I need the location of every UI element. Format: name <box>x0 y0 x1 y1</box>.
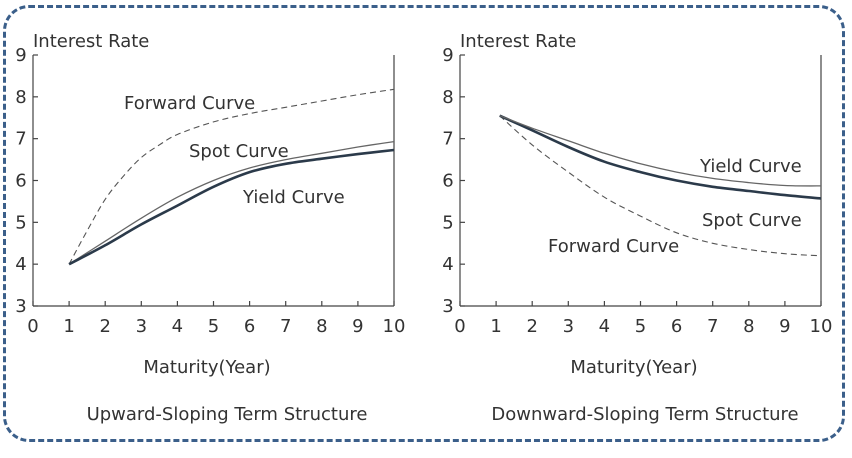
x-tick-label: 6 <box>671 316 682 337</box>
forward-curve-label: Forward Curve <box>548 236 679 257</box>
y-tick-label: 4 <box>15 254 26 275</box>
x-tick-label: 10 <box>383 316 406 337</box>
x-tick-label: 1 <box>63 316 74 337</box>
y-tick-label: 6 <box>442 171 453 192</box>
x-tick-label: 8 <box>316 316 327 337</box>
x-tick-label: 3 <box>563 316 574 337</box>
x-tick-label: 2 <box>99 316 110 337</box>
x-tick-label: 0 <box>454 316 465 337</box>
x-tick-label: 7 <box>280 316 291 337</box>
x-tick-label: 2 <box>526 316 537 337</box>
x-tick-label: 7 <box>707 316 718 337</box>
x-tick-label: 10 <box>810 316 833 337</box>
spot-curve-line <box>499 114 822 200</box>
x-tick-label: 3 <box>136 316 147 337</box>
spot-curve-label: Spot Curve <box>702 210 802 231</box>
x-tick-label: 4 <box>172 316 183 337</box>
x-tick-label: 5 <box>635 316 646 337</box>
y-axis-title: Interest Rate <box>33 31 149 52</box>
forward-curve-label: Forward Curve <box>124 93 255 114</box>
y-tick-label: 6 <box>15 171 26 192</box>
y-tick-label: 7 <box>442 129 453 150</box>
spot-curve-line <box>68 140 395 265</box>
yield-curve-label: Yield Curve <box>242 187 345 208</box>
y-tick-label: 9 <box>442 45 453 66</box>
x-tick-label: 8 <box>743 316 754 337</box>
forward-curve-line <box>68 88 395 265</box>
x-tick-label: 5 <box>208 316 219 337</box>
x-tick-label: 0 <box>27 316 38 337</box>
y-tick-label: 3 <box>15 296 26 317</box>
y-tick-label: 9 <box>15 45 26 66</box>
dashed-frame <box>3 5 845 442</box>
x-tick-label: 9 <box>352 316 363 337</box>
y-tick-label: 7 <box>15 129 26 150</box>
y-tick-label: 5 <box>442 212 453 233</box>
y-tick-label: 3 <box>442 296 453 317</box>
chart-caption: Upward-Sloping Term Structure <box>87 404 368 425</box>
yield-curve-line <box>499 115 822 187</box>
y-axis-title: Interest Rate <box>460 31 576 52</box>
x-axis-title: Maturity(Year) <box>570 357 697 378</box>
yield-curve-line <box>68 148 395 266</box>
chart-caption: Downward-Sloping Term Structure <box>491 404 798 425</box>
x-tick-label: 1 <box>490 316 501 337</box>
y-tick-label: 5 <box>15 212 26 233</box>
x-tick-label: 6 <box>244 316 255 337</box>
forward-curve-line <box>499 115 822 257</box>
x-tick-label: 4 <box>599 316 610 337</box>
y-tick-label: 4 <box>442 254 453 275</box>
spot-curve-label: Spot Curve <box>189 141 289 162</box>
y-tick-label: 8 <box>15 87 26 108</box>
y-tick-label: 8 <box>442 87 453 108</box>
x-tick-label: 9 <box>779 316 790 337</box>
x-axis-title: Maturity(Year) <box>143 357 270 378</box>
yield-curve-label: Yield Curve <box>699 156 802 177</box>
